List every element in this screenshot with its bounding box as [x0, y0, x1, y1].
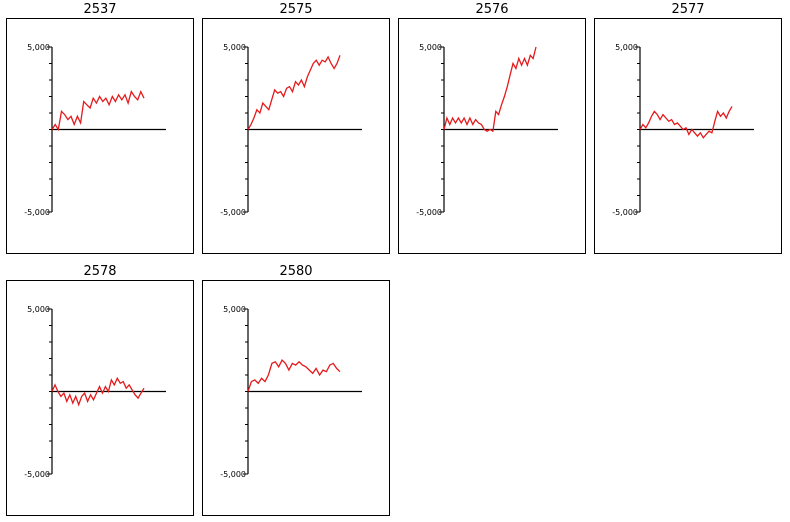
y-tick-label: -5,000	[220, 470, 246, 479]
chart-panel: 2575 5,000 -5,000	[202, 2, 390, 254]
y-tick-label: -5,000	[416, 208, 442, 217]
y-tick-label: -5,000	[24, 470, 50, 479]
chart-title: 2577	[671, 2, 704, 17]
chart-frame	[202, 280, 390, 516]
chart-panel: 2580 5,000 -5,000	[202, 264, 390, 516]
y-tick-label: -5,000	[24, 208, 50, 217]
chart-title: 2575	[279, 2, 312, 17]
chart-panel: 2578 5,000 -5,000	[6, 264, 194, 516]
y-tick-label: 5,000	[27, 305, 50, 314]
chart-panel: 2577 5,000 -5,000	[594, 2, 782, 254]
series-line	[247, 55, 341, 130]
y-tick-label: 5,000	[27, 43, 50, 52]
y-tick-label: 5,000	[419, 43, 442, 52]
y-tick-label: -5,000	[220, 208, 246, 217]
chart-frame	[202, 18, 390, 254]
series-line	[51, 376, 145, 407]
y-tick-label: 5,000	[223, 305, 246, 314]
series-line	[443, 46, 537, 133]
y-tick-label: 5,000	[615, 43, 638, 52]
y-tick-label: -5,000	[612, 208, 638, 217]
chart-title: 2578	[83, 264, 116, 279]
y-tick-label: 5,000	[223, 43, 246, 52]
series-line	[247, 359, 341, 392]
chart-panel: 2576 5,000 -5,000	[398, 2, 586, 254]
chart-frame	[594, 18, 782, 254]
chart-panel: 2537 5,000 -5,000	[6, 2, 194, 254]
chart-frame	[6, 18, 194, 254]
chart-frame	[398, 18, 586, 254]
chart-frame	[6, 280, 194, 516]
series-line	[51, 89, 145, 132]
chart-title: 2580	[279, 264, 312, 279]
series-line	[639, 106, 733, 139]
chart-title: 2576	[475, 2, 508, 17]
chart-title: 2537	[83, 2, 116, 17]
